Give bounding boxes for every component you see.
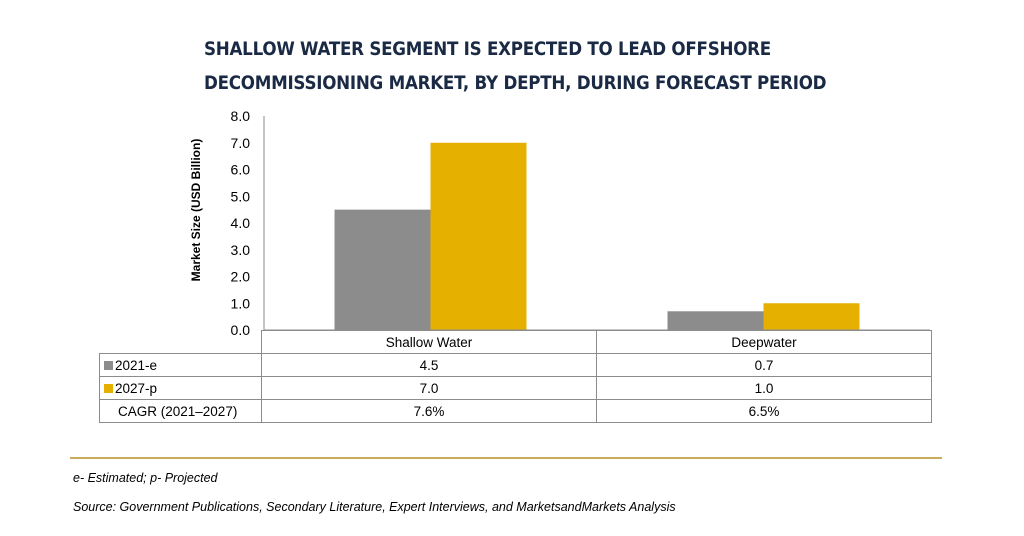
- table-row: 2027-p 7.0 1.0: [99, 376, 932, 400]
- footnote: e- Estimated; p- Projected: [73, 471, 218, 485]
- y-tick-label: 2.0: [231, 269, 251, 285]
- cagr-value: 7.6%: [261, 399, 597, 423]
- cagr-label: CAGR (2021–2027): [99, 399, 262, 423]
- legend-swatch-2027: [104, 383, 113, 393]
- category-label: Deepwater: [596, 330, 932, 354]
- y-tick-label: 6.0: [231, 162, 251, 178]
- y-tick-label: 1.0: [231, 295, 251, 311]
- legend-swatch-2021: [104, 360, 113, 370]
- bar-2027-p-deepwater: [763, 303, 860, 330]
- chart-title-line-1: SHALLOW WATER SEGMENT IS EXPECTED TO LEA…: [204, 38, 771, 60]
- legend-label-2021: 2021-e: [115, 357, 158, 373]
- chart-title: SHALLOW WATER SEGMENT IS EXPECTED TO LEA…: [204, 32, 827, 100]
- y-tick-label: 3.0: [231, 242, 251, 258]
- table-row: 2021-e 4.5 0.7: [99, 353, 932, 377]
- data-label: 7.0: [261, 376, 597, 400]
- y-tick-label: 8.0: [231, 108, 251, 124]
- bar-2021-e-shallow-water: [334, 209, 431, 330]
- y-tick-label: 7.0: [231, 135, 251, 151]
- bar-2027-p-shallow-water: [430, 142, 527, 330]
- category-label: Shallow Water: [261, 330, 597, 354]
- source-note: Source: Government Publications, Seconda…: [73, 500, 676, 514]
- data-label: 1.0: [596, 376, 932, 400]
- data-label: 0.7: [596, 353, 932, 377]
- legend-label-2027: 2027-p: [115, 380, 158, 396]
- chart-title-line-2: DECOMMISSIONING MARKET, BY DEPTH, DURING…: [204, 72, 827, 94]
- y-axis-label: Market Size (USD Billion): [189, 139, 203, 282]
- table-row: CAGR (2021–2027) 7.6% 6.5%: [99, 399, 932, 423]
- data-table: Shallow Water Deepwater 2021-e 4.5 0.7 2…: [99, 330, 932, 423]
- data-label: 4.5: [261, 353, 597, 377]
- y-tick-label: 5.0: [231, 188, 251, 204]
- footer-divider: [70, 457, 942, 459]
- cagr-value: 6.5%: [596, 399, 932, 423]
- y-tick-label: 4.0: [231, 215, 251, 231]
- bar-2021-e-deepwater: [667, 311, 764, 330]
